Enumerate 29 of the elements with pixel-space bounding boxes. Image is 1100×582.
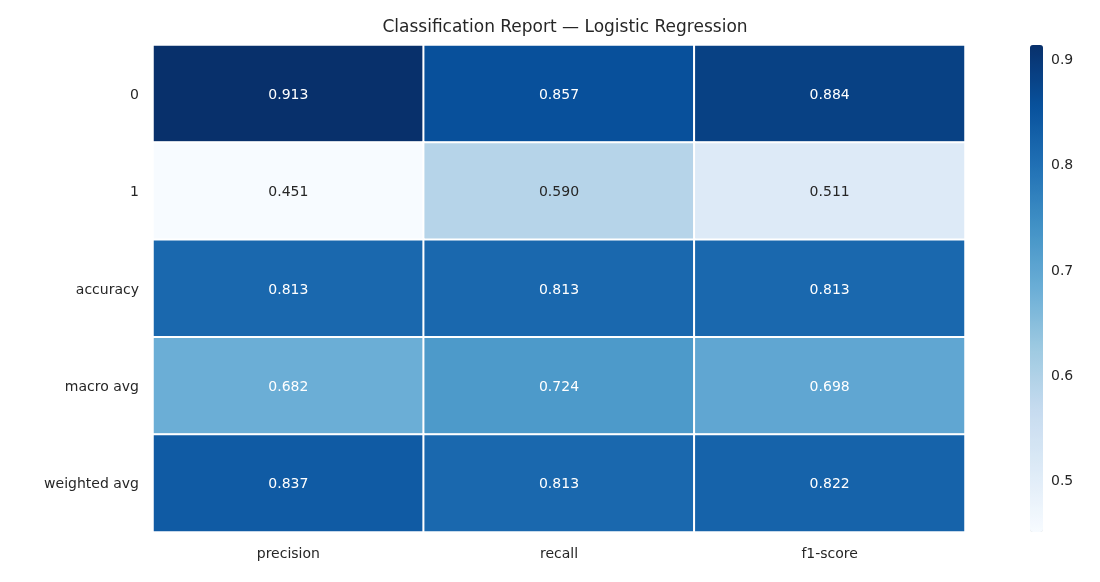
data-label: 0.813 (538, 280, 580, 297)
color-bar-label: 0.6 (1051, 366, 1074, 383)
color-bar-label: 0.7 (1051, 261, 1074, 278)
y-tick-label: accuracy (75, 280, 139, 297)
data-label: 0.837 (268, 475, 309, 492)
color-bar-label: 0.5 (1051, 472, 1074, 489)
y-tick-label: 0 (130, 85, 139, 102)
data-label: 0.822 (809, 475, 850, 492)
data-label: 0.511 (809, 183, 850, 200)
data-label: 0.724 (538, 377, 580, 394)
data-label: 0.698 (809, 377, 850, 394)
color-bar-label: 0.9 (1051, 50, 1074, 67)
data-label: 0.857 (538, 85, 580, 102)
data-label: 0.813 (538, 475, 580, 492)
data-label: 0.451 (268, 183, 309, 200)
data-label: 0.813 (809, 280, 850, 297)
x-tick-label: recall (539, 545, 579, 561)
chart-title: Classification Report — Logistic Regression (382, 15, 748, 36)
data-label: 0.913 (268, 85, 309, 102)
data-label: 0.590 (538, 183, 580, 200)
data-label: 0.884 (809, 85, 850, 102)
y-tick-label: weighted avg (44, 475, 139, 492)
color-bar-label: 0.8 (1051, 156, 1074, 173)
data-label: 0.813 (268, 280, 309, 297)
y-tick-label: 1 (130, 183, 139, 200)
data-label: 0.682 (268, 377, 309, 394)
y-tick-label: macro avg (64, 377, 139, 394)
x-tick-label: f1-score (801, 545, 858, 561)
x-tick-label: precision (256, 545, 320, 561)
